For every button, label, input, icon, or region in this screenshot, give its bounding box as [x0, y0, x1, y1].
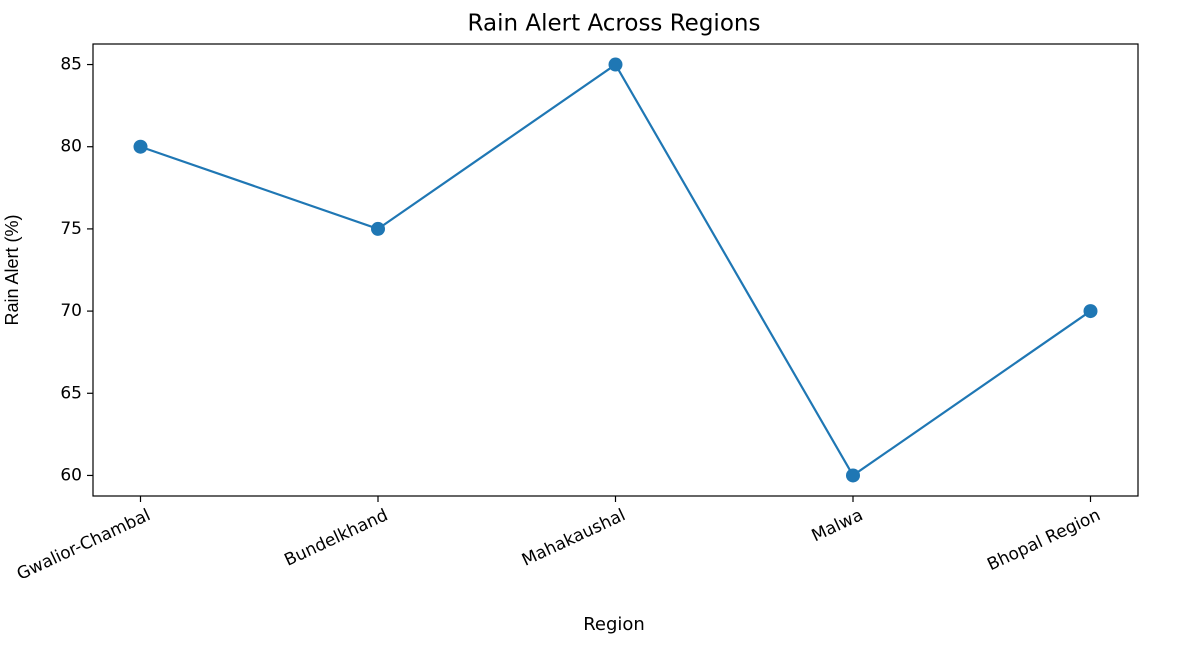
y-tick-label: 75 [60, 219, 82, 239]
chart-title: Rain Alert Across Regions [468, 11, 761, 37]
data-point [846, 468, 860, 483]
x-tick-label: Gwalior-Chambal [14, 505, 154, 584]
x-tick-label: Bundelkhand [281, 505, 391, 570]
data-point [133, 139, 148, 154]
y-tick-label: 60 [60, 465, 82, 485]
y-axis-label: Rain Alert (%) [2, 214, 22, 325]
data-point [371, 221, 385, 236]
y-tick-label: 85 [60, 55, 82, 75]
y-tick-label: 80 [60, 137, 82, 157]
data-line [140, 62, 1092, 478]
x-tick-label: Bhopal Region [984, 505, 1103, 575]
x-tick-label: Malwa [809, 505, 867, 546]
plot-frame [92, 43, 1139, 497]
x-axis-label: Region [583, 614, 645, 635]
y-tick-label: 70 [60, 301, 82, 321]
data-point [1083, 304, 1098, 319]
x-tick-label: Mahakaushal [519, 505, 629, 570]
data-point [608, 57, 623, 72]
y-tick-label: 65 [60, 383, 82, 403]
